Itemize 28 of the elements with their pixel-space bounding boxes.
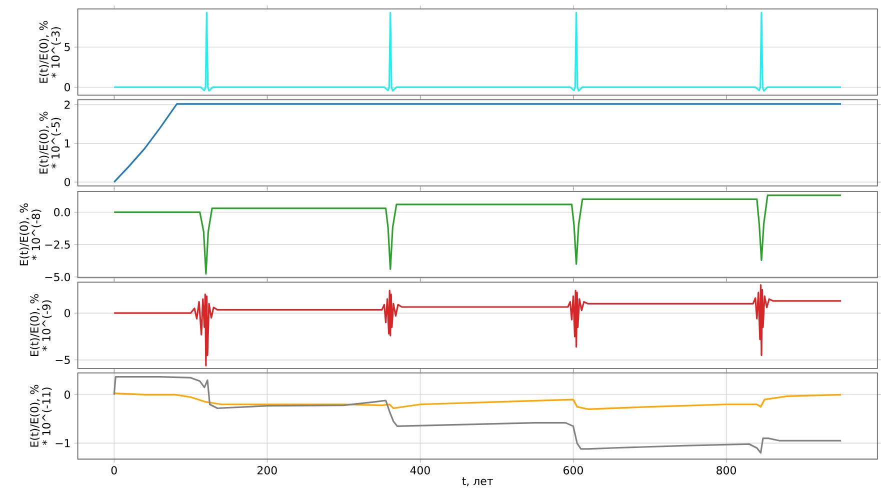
line-series xyxy=(113,194,842,275)
y-axis-title: E(t)/E(0), % * 10^(-5) xyxy=(39,112,61,174)
y-tick-label: 1 xyxy=(64,140,70,148)
x-tick-label: 400 xyxy=(410,466,430,475)
y-tick-label: 0 xyxy=(64,178,70,186)
line-series xyxy=(113,376,842,454)
y-axis-title: E(t)/E(0), % * 10^(-9) xyxy=(30,294,52,356)
x-tick-label: 200 xyxy=(257,466,277,475)
y-tick-label: 5 xyxy=(64,43,70,52)
y-tick-label: 0.0 xyxy=(54,208,70,217)
y-tick-label: −5.0 xyxy=(45,273,70,282)
y-tick-label: 2 xyxy=(64,100,70,110)
y-tick-label: 0 xyxy=(64,83,70,92)
y-tick-label: 0 xyxy=(64,390,70,400)
line-series xyxy=(113,12,842,92)
y-axis-title: E(t)/E(0), % * 10^(-8) xyxy=(20,204,42,266)
y-tick-label: −5 xyxy=(56,356,70,364)
y-axis-title: E(t)/E(0), % * 10^(-3) xyxy=(39,21,61,83)
y-tick-label: −1 xyxy=(56,439,70,448)
y-axis-title: E(t)/E(0), % * 10^(-11) xyxy=(30,385,52,447)
x-tick-label: 0 xyxy=(111,466,117,475)
line-series xyxy=(113,103,842,184)
line-series xyxy=(113,284,842,367)
x-axis-title: t, лет xyxy=(462,478,493,486)
x-tick-label: 800 xyxy=(716,466,736,475)
y-tick-label: −2.5 xyxy=(45,240,70,249)
y-tick-label: 0 xyxy=(64,309,70,318)
x-tick-label: 600 xyxy=(564,466,583,475)
